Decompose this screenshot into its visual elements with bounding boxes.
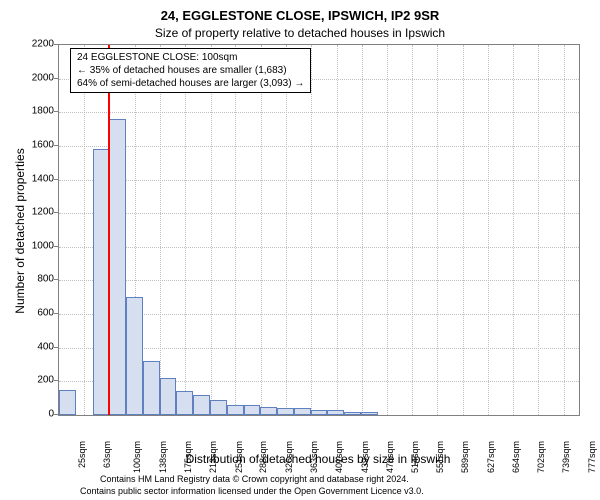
x-tick-label: 401sqm xyxy=(334,441,344,473)
x-tick-label: 664sqm xyxy=(511,441,521,473)
y-tick xyxy=(54,246,58,247)
histogram-bar xyxy=(227,405,244,415)
x-tick-label: 627sqm xyxy=(486,441,496,473)
histogram-bar xyxy=(193,395,210,415)
histogram-bar xyxy=(277,408,294,415)
histogram-bar xyxy=(126,297,143,415)
grid-line-v xyxy=(387,45,388,415)
y-tick-label: 2200 xyxy=(14,39,54,50)
histogram-bar xyxy=(93,149,110,415)
grid-line-v xyxy=(84,45,85,415)
grid-line-v xyxy=(286,45,287,415)
y-tick xyxy=(54,313,58,314)
x-tick-label: 702sqm xyxy=(536,441,546,473)
grid-line-v xyxy=(564,45,565,415)
x-tick-label: 251sqm xyxy=(234,441,244,473)
grid-line-v xyxy=(211,45,212,415)
grid-line-v xyxy=(463,45,464,415)
chart-title-main: 24, EGGLESTONE CLOSE, IPSWICH, IP2 9SR xyxy=(0,8,600,23)
histogram-bar xyxy=(260,407,277,415)
y-tick xyxy=(54,145,58,146)
y-tick-label: 2000 xyxy=(14,72,54,83)
histogram-bar xyxy=(294,408,311,415)
x-tick-label: 439sqm xyxy=(360,441,370,473)
histogram-bar xyxy=(176,391,193,415)
chart-container: 24, EGGLESTONE CLOSE, IPSWICH, IP2 9SR S… xyxy=(0,0,600,500)
grid-line-h xyxy=(59,112,579,113)
y-tick-label: 200 xyxy=(14,375,54,386)
grid-line-h xyxy=(59,213,579,214)
x-tick-label: 175sqm xyxy=(183,441,193,473)
x-tick-label: 138sqm xyxy=(158,441,168,473)
grid-line-v xyxy=(235,45,236,415)
y-axis-title: Number of detached properties xyxy=(13,141,27,321)
grid-line-v xyxy=(538,45,539,415)
y-tick-label: 600 xyxy=(14,308,54,319)
y-tick xyxy=(54,212,58,213)
histogram-bar xyxy=(244,405,261,415)
grid-line-v xyxy=(412,45,413,415)
y-tick xyxy=(54,111,58,112)
histogram-bar xyxy=(210,400,227,415)
histogram-bar xyxy=(344,412,361,415)
x-tick-label: 25sqm xyxy=(77,441,87,468)
x-tick-label: 514sqm xyxy=(410,441,420,473)
grid-line-v xyxy=(513,45,514,415)
y-tick-label: 1400 xyxy=(14,173,54,184)
grid-line-v xyxy=(488,45,489,415)
annotation-line-1: 24 EGGLESTONE CLOSE: 100sqm xyxy=(77,51,304,64)
grid-line-v xyxy=(337,45,338,415)
x-tick-label: 100sqm xyxy=(132,441,142,473)
histogram-bar xyxy=(327,410,344,415)
footer-line-2: Contains public sector information licen… xyxy=(80,486,424,496)
annotation-line-3: 64% of semi-detached houses are larger (… xyxy=(77,77,304,90)
grid-line-v xyxy=(311,45,312,415)
chart-title-sub: Size of property relative to detached ho… xyxy=(0,26,600,40)
x-tick-label: 777sqm xyxy=(587,441,597,473)
x-tick-label: 213sqm xyxy=(208,441,218,473)
grid-line-h xyxy=(59,247,579,248)
grid-line-v xyxy=(185,45,186,415)
plot-area xyxy=(58,44,580,416)
y-tick xyxy=(54,44,58,45)
x-tick-label: 589sqm xyxy=(460,441,470,473)
y-tick xyxy=(54,279,58,280)
y-tick-label: 400 xyxy=(14,341,54,352)
x-tick-label: 551sqm xyxy=(435,441,445,473)
x-tick-label: 288sqm xyxy=(258,441,268,473)
grid-line-v xyxy=(261,45,262,415)
histogram-bar xyxy=(311,410,328,415)
annotation-box: 24 EGGLESTONE CLOSE: 100sqm ← 35% of det… xyxy=(70,48,311,93)
grid-line-h xyxy=(59,180,579,181)
footer-line-1: Contains HM Land Registry data © Crown c… xyxy=(100,474,409,484)
histogram-bar xyxy=(361,412,378,415)
x-tick-label: 363sqm xyxy=(309,441,319,473)
x-tick-label: 326sqm xyxy=(284,441,294,473)
y-tick xyxy=(54,179,58,180)
x-tick-label: 63sqm xyxy=(103,441,113,468)
y-tick-label: 0 xyxy=(14,409,54,420)
y-tick xyxy=(54,380,58,381)
y-tick-label: 1000 xyxy=(14,240,54,251)
y-tick xyxy=(54,78,58,79)
y-tick-label: 1600 xyxy=(14,139,54,150)
y-tick-label: 1800 xyxy=(14,106,54,117)
grid-line-h xyxy=(59,146,579,147)
y-tick xyxy=(54,414,58,415)
grid-line-h xyxy=(59,280,579,281)
histogram-bar xyxy=(160,378,177,415)
x-tick-label: 739sqm xyxy=(561,441,571,473)
histogram-bar xyxy=(143,361,160,415)
x-tick-label: 476sqm xyxy=(385,441,395,473)
histogram-bar xyxy=(109,119,126,415)
y-tick-label: 800 xyxy=(14,274,54,285)
y-tick xyxy=(54,347,58,348)
histogram-bar xyxy=(59,390,76,415)
annotation-line-2: ← 35% of detached houses are smaller (1,… xyxy=(77,64,304,77)
marker-line xyxy=(108,45,110,415)
grid-line-v xyxy=(437,45,438,415)
y-tick-label: 1200 xyxy=(14,207,54,218)
grid-line-v xyxy=(362,45,363,415)
grid-line-v xyxy=(160,45,161,415)
